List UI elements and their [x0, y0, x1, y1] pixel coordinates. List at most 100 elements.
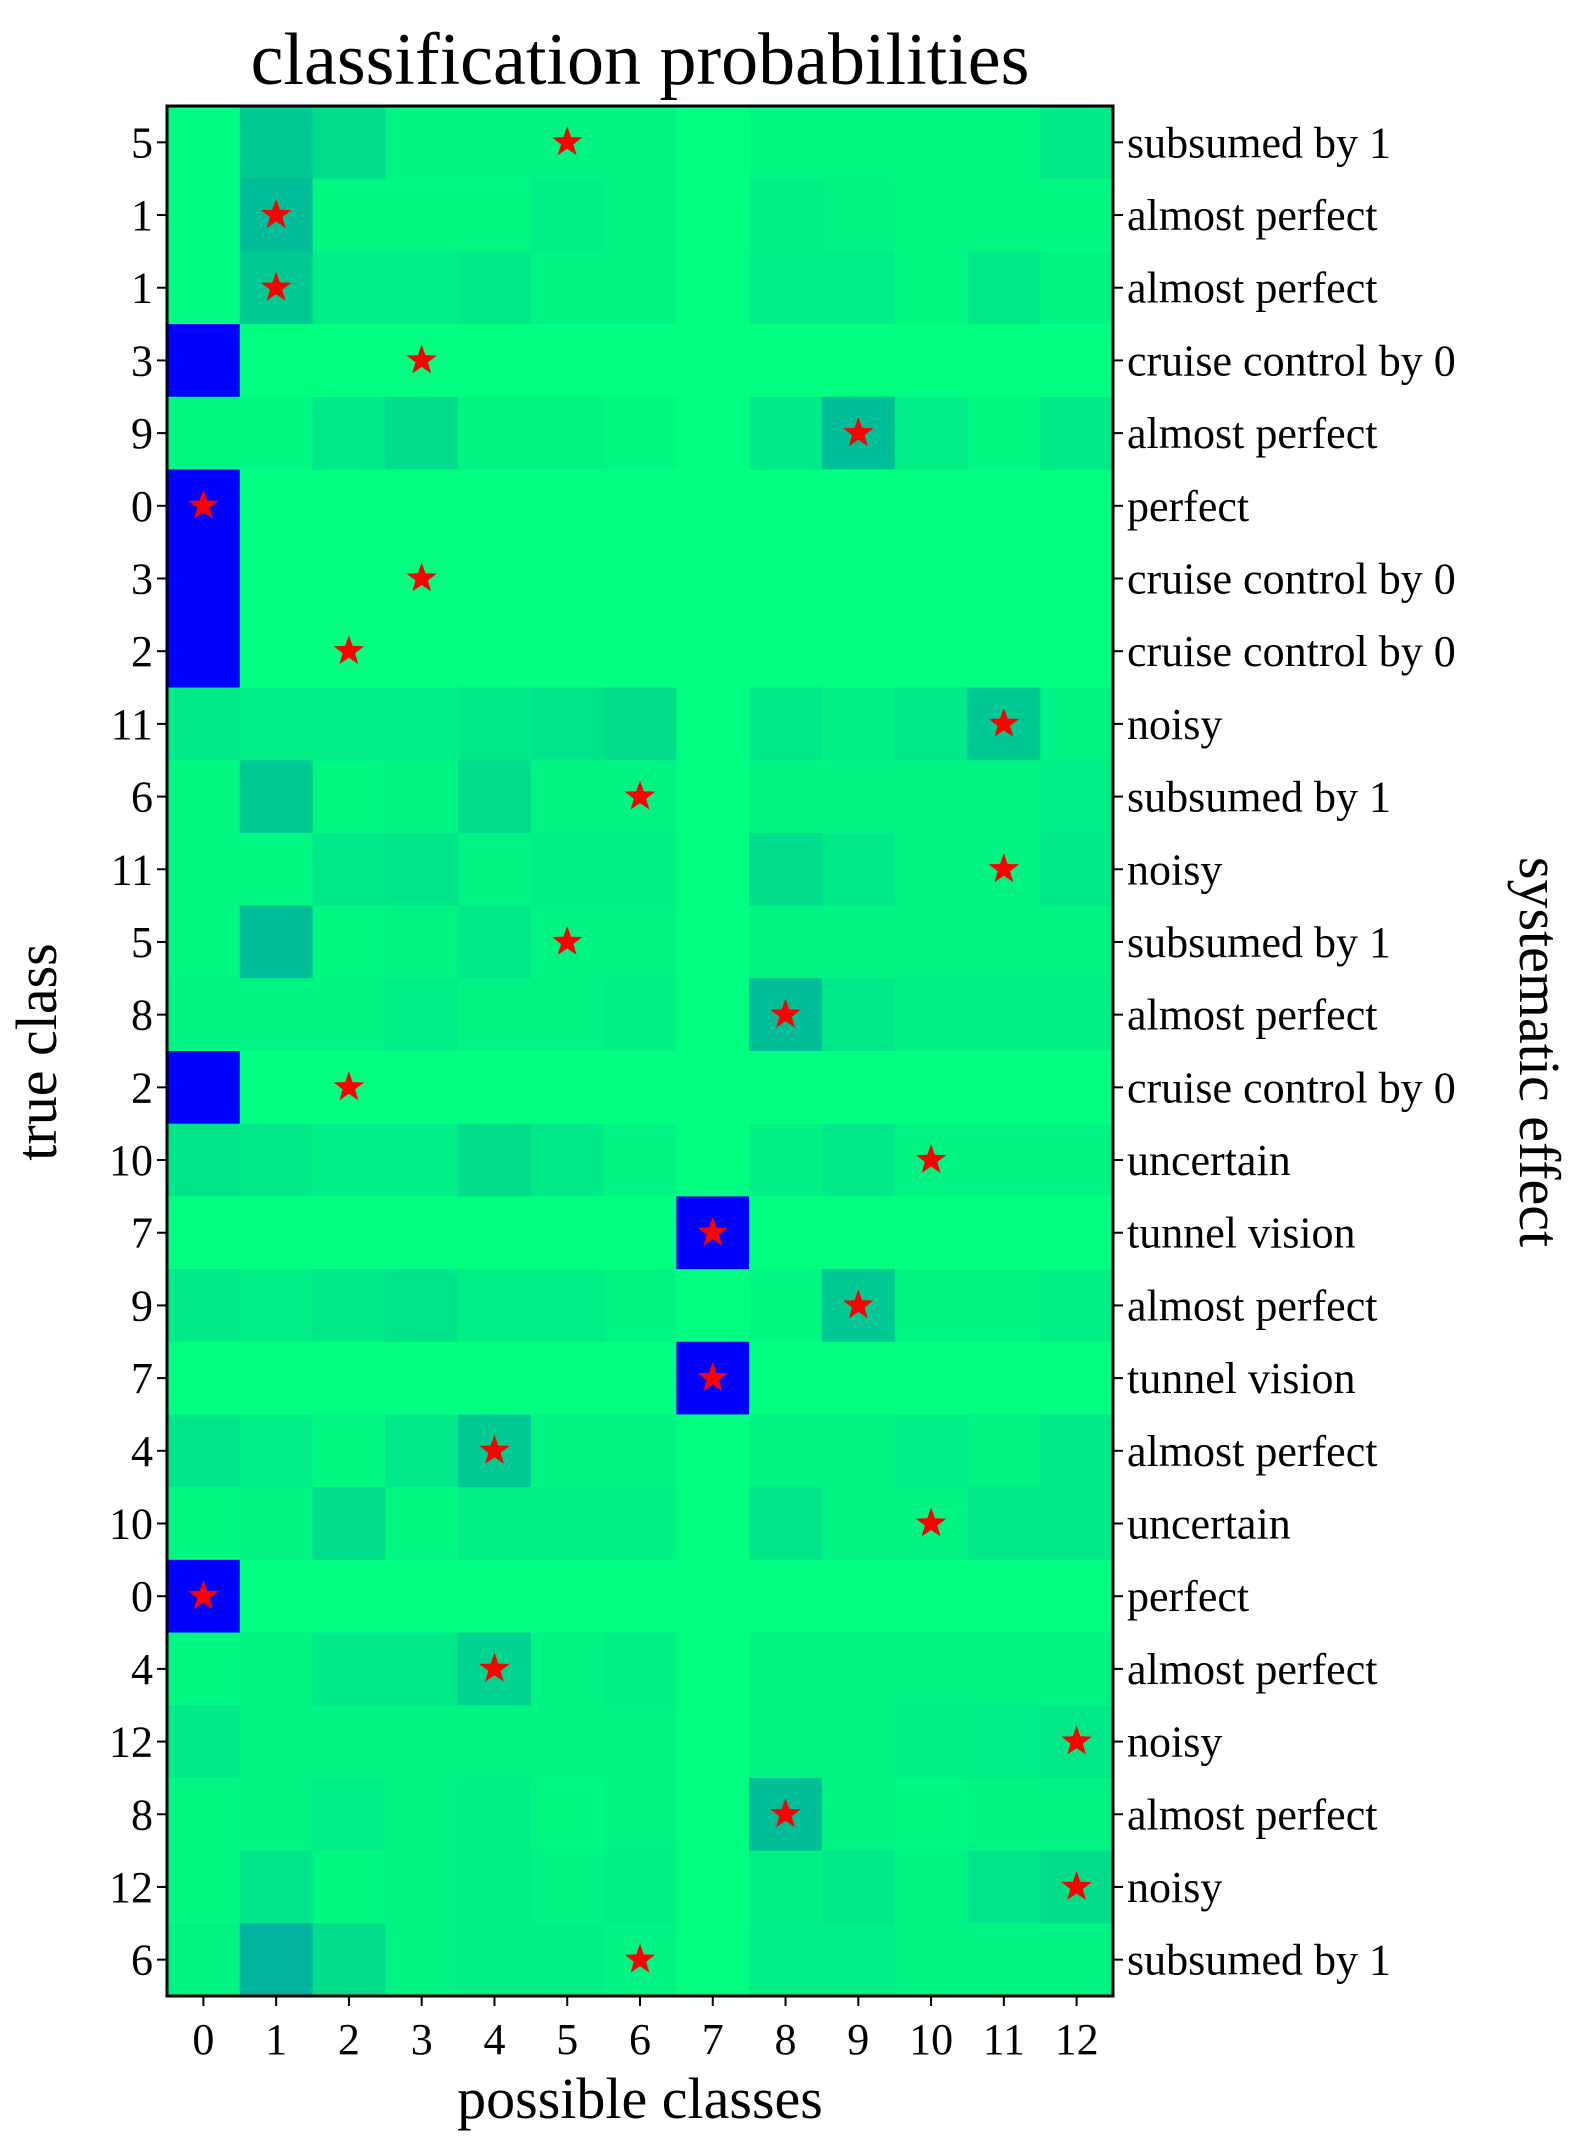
heatmap-cell	[821, 614, 896, 689]
heatmap-cell	[967, 542, 1041, 616]
true-class-marker	[552, 926, 583, 955]
heatmap-cell	[312, 324, 386, 398]
systematic-effect-label: subsumed by 1	[1127, 773, 1391, 822]
heatmap-cell	[676, 1123, 750, 1197]
heatmap-cell	[967, 106, 1041, 180]
heatmap-cell	[239, 687, 314, 761]
heatmap-cell	[676, 905, 750, 979]
heatmap-cell	[676, 1487, 750, 1561]
heatmap-cell	[676, 1051, 750, 1125]
heatmap-cell	[1040, 1923, 1114, 1997]
heatmap-cell	[239, 1850, 314, 1924]
heatmap-cell	[1040, 978, 1114, 1052]
heatmap-cell	[821, 978, 896, 1052]
heatmap-cell	[749, 832, 823, 907]
systematic-effect-label: cruise control by 0	[1127, 555, 1456, 604]
heatmap-cell	[967, 760, 1041, 834]
y-tick-label: 1	[131, 264, 153, 313]
heatmap-cell	[385, 1487, 459, 1561]
heatmap-cell	[458, 905, 532, 979]
right-axis-label: systematic effect	[1507, 857, 1572, 1247]
systematic-effect-label: almost perfect	[1127, 264, 1377, 313]
heatmap-cell	[312, 1487, 386, 1561]
heatmap-cell	[312, 1123, 386, 1197]
x-tick-label: 12	[1055, 2015, 1099, 2064]
heatmap-cell	[894, 251, 969, 325]
heatmap-cell	[1040, 1341, 1114, 1416]
systematic-effect-label: tunnel vision	[1127, 1209, 1356, 1258]
heatmap-cell	[385, 106, 459, 180]
y-tick-label: 4	[131, 1427, 153, 1476]
y-tick-label: 3	[131, 555, 153, 604]
heatmap-cell	[676, 542, 750, 616]
heatmap-cell	[385, 396, 459, 471]
heatmap-cell	[385, 614, 459, 689]
heatmap-cell	[821, 760, 896, 834]
heatmap-cell	[967, 1559, 1041, 1634]
heatmap-cell	[603, 1341, 677, 1416]
heatmap-cell	[239, 324, 314, 398]
heatmap-cell	[385, 1123, 459, 1197]
heatmap-cell	[894, 614, 969, 689]
heatmap-cell	[458, 469, 532, 543]
heatmap-cell	[821, 469, 896, 543]
heatmap-cell	[603, 614, 677, 689]
heatmap-cell	[894, 1632, 969, 1706]
y-tick-label: 4	[131, 1645, 153, 1694]
heatmap-cell	[239, 1341, 314, 1416]
heatmap-cell	[312, 1269, 386, 1343]
heatmap-cell	[385, 1632, 459, 1706]
heatmap-cell	[458, 542, 532, 616]
chart-title: classification probabilities	[251, 19, 1030, 101]
heatmap-cell	[967, 469, 1041, 543]
heatmap-cell	[821, 905, 896, 979]
heatmap-cell	[821, 1414, 896, 1488]
heatmap-cell	[749, 1559, 823, 1634]
systematic-effect-label: subsumed by 1	[1127, 918, 1391, 967]
heatmap-cell	[530, 251, 605, 325]
heatmap-cell	[676, 1850, 750, 1924]
y-tick-label: 9	[131, 1281, 153, 1330]
heatmap-cell	[676, 1923, 750, 1997]
heatmap-cell	[1040, 1777, 1114, 1852]
true-class-marker	[988, 707, 1020, 737]
y-tick-label: 5	[131, 918, 153, 967]
heatmap-cell	[530, 1923, 605, 1997]
true-class-marker	[915, 1144, 947, 1173]
heatmap-cell	[530, 1341, 605, 1416]
y-tick-label: 5	[131, 118, 153, 167]
heatmap-cell	[749, 760, 823, 834]
heatmap-cell	[312, 178, 386, 252]
heatmap-cell	[167, 324, 241, 398]
heatmap-cell	[676, 469, 750, 543]
heatmap-cell	[603, 1269, 677, 1343]
heatmap-cell	[239, 106, 314, 180]
true-class-marker	[697, 1362, 728, 1392]
heatmap-cell	[967, 1341, 1041, 1416]
heatmap-cell	[821, 1632, 896, 1706]
heatmap-cell	[458, 687, 532, 761]
heatmap-cell	[821, 1487, 896, 1561]
x-tick-label: 9	[847, 2015, 869, 2064]
heatmap-cell	[749, 1705, 823, 1779]
heatmap-cell	[312, 1341, 386, 1416]
heatmap-cell	[385, 1850, 459, 1924]
true-class-marker	[188, 489, 219, 519]
heatmap-cell	[530, 178, 605, 252]
heatmap-cell	[530, 542, 605, 616]
heatmap-cell	[967, 905, 1041, 979]
heatmap-cell	[676, 687, 750, 761]
heatmap-cell	[458, 106, 532, 180]
heatmap-cell	[1040, 1632, 1114, 1706]
heatmap-cell	[676, 396, 750, 471]
true-class-marker	[552, 126, 583, 156]
y-tick-label: 8	[131, 1790, 153, 1839]
heatmap-cell	[603, 1777, 677, 1852]
heatmap-cell	[167, 687, 241, 761]
x-tick-label: 7	[702, 2015, 724, 2064]
systematic-effect-label: noisy	[1127, 1863, 1222, 1912]
heatmap-cell	[312, 1414, 386, 1488]
heatmap-cell	[603, 396, 677, 471]
heatmap-cell	[239, 542, 314, 616]
heatmap-cell	[676, 324, 750, 398]
